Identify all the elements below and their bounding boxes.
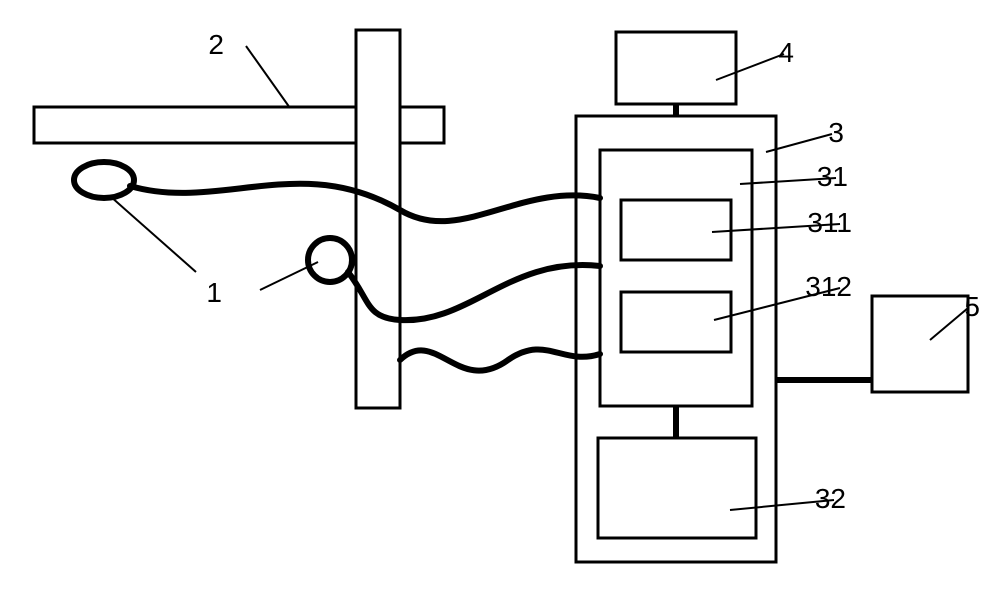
top-block	[616, 32, 736, 104]
label-3: 3	[828, 117, 844, 148]
label-1: 1	[206, 277, 222, 308]
label-2: 2	[208, 29, 224, 60]
leader-2	[246, 46, 290, 108]
sub-module-b	[621, 292, 731, 352]
post-fill	[358, 32, 399, 407]
sensor-circle	[308, 238, 352, 282]
label-311: 311	[807, 207, 852, 238]
label-32: 32	[815, 483, 846, 514]
sub-module-a	[621, 200, 731, 260]
label-312: 312	[805, 271, 852, 302]
technical-diagram: 2 4 3 31 311 312 5 32 1	[0, 0, 1000, 606]
label-5: 5	[964, 291, 980, 322]
sensor-ellipse	[74, 162, 134, 198]
leader-4	[716, 54, 784, 80]
leader-1b	[110, 196, 196, 272]
wire-3	[400, 350, 600, 371]
label-31: 31	[817, 161, 848, 192]
right-block	[872, 296, 968, 392]
leader-5	[930, 308, 968, 340]
panel	[600, 150, 752, 406]
label-4: 4	[778, 37, 794, 68]
leader-1a	[260, 262, 318, 290]
lower-block	[598, 438, 756, 538]
